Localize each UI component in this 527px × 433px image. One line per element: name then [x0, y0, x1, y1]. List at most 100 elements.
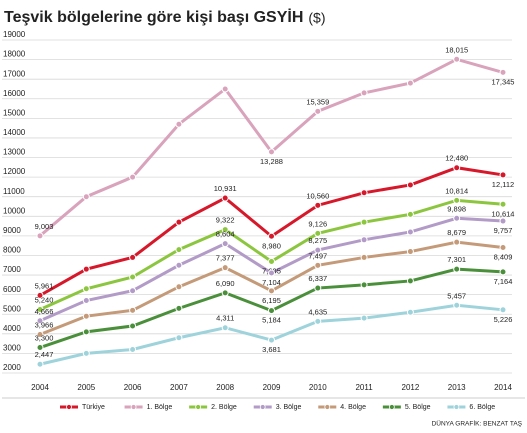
y-tick-label: 8000 [3, 246, 21, 255]
data-label: 10,931 [214, 184, 237, 193]
point [175, 334, 183, 342]
data-label: 18,015 [445, 45, 468, 54]
data-label: 7,164 [494, 277, 513, 286]
y-tick-label: 10000 [3, 206, 26, 215]
legend-dot [259, 404, 266, 410]
point [175, 283, 183, 291]
point [129, 345, 137, 353]
point [36, 232, 44, 240]
point [82, 349, 90, 357]
legend-label: 5. Bölge [405, 404, 431, 411]
point [314, 317, 322, 325]
data-label: 9,898 [447, 204, 466, 213]
x-tick-label: 2014 [494, 383, 512, 392]
data-label: 9,003 [35, 222, 54, 231]
chart-title: Teşvik bölgelerine göre kişi başı GSYİH [4, 8, 303, 26]
point [268, 148, 275, 156]
point [175, 261, 183, 269]
point [268, 307, 275, 315]
point [453, 164, 461, 172]
point [453, 214, 461, 222]
data-label: 6,337 [308, 274, 327, 283]
data-label: 10,614 [492, 209, 515, 218]
point [314, 201, 322, 209]
data-label: 5,226 [494, 315, 513, 324]
point [453, 238, 461, 246]
x-tick-label: 2010 [309, 383, 327, 392]
point [221, 289, 229, 297]
data-label: 8,409 [494, 252, 513, 261]
point [268, 336, 275, 344]
data-label: 10,814 [445, 186, 468, 195]
data-label: 5,457 [447, 291, 466, 300]
point [221, 324, 229, 332]
data-label: 12,480 [445, 154, 468, 163]
data-label: 5,184 [262, 316, 281, 325]
legend-dot [388, 404, 395, 410]
point [82, 193, 90, 201]
point [82, 285, 90, 293]
y-tick-label: 14000 [3, 128, 26, 137]
point [499, 243, 507, 251]
point [314, 107, 322, 115]
point [175, 218, 183, 226]
point [82, 297, 90, 305]
point [499, 306, 507, 314]
data-label: 8,604 [216, 230, 235, 239]
y-tick-label: 7000 [3, 265, 21, 274]
data-label: 3,681 [262, 345, 281, 354]
point [129, 253, 137, 261]
data-label: 9,126 [308, 219, 327, 228]
y-tick-label: 5000 [3, 304, 21, 313]
point [268, 232, 275, 240]
data-label: 5,961 [35, 281, 54, 290]
point [221, 226, 229, 234]
point [406, 308, 414, 316]
point [360, 236, 368, 244]
legend-label: 3. Bölge [276, 404, 302, 411]
data-label: 7,377 [216, 254, 235, 263]
y-tick-label: 9000 [3, 226, 21, 235]
point [360, 89, 368, 97]
legend-dot [130, 404, 137, 410]
point [360, 218, 368, 226]
point [406, 79, 414, 87]
data-label: 5,240 [35, 296, 54, 305]
legend-dot [453, 404, 460, 410]
point [221, 264, 229, 272]
point [36, 291, 44, 299]
point [36, 330, 44, 338]
data-label: 8,275 [308, 236, 327, 245]
data-label: 13,288 [260, 157, 283, 166]
point [268, 257, 275, 265]
point [36, 317, 44, 325]
x-tick-label: 2006 [124, 383, 142, 392]
point [499, 200, 507, 208]
y-tick-label: 18000 [3, 50, 26, 59]
point [360, 314, 368, 322]
point [453, 301, 461, 309]
y-tick-label: 6000 [3, 285, 21, 294]
x-tick-label: 2008 [216, 383, 234, 392]
point [129, 322, 137, 330]
point [453, 55, 461, 63]
point [406, 228, 414, 236]
point [129, 287, 137, 295]
legend-label: 4. Bölge [340, 404, 366, 411]
point [268, 269, 275, 277]
point [268, 287, 275, 295]
point [314, 229, 322, 237]
point [406, 210, 414, 218]
point [499, 68, 507, 76]
data-label: 2,447 [35, 350, 54, 359]
data-label: 4,666 [35, 307, 54, 316]
y-tick-label: 4000 [3, 324, 21, 333]
y-tick-label: 12000 [3, 167, 26, 176]
legend-label: 2. Bölge [211, 404, 237, 411]
point [175, 246, 183, 254]
data-label: 17,345 [492, 77, 515, 86]
x-tick-label: 2012 [402, 383, 420, 392]
unit: ($) [308, 10, 325, 26]
y-tick-label: 17000 [3, 69, 26, 78]
point [453, 265, 461, 273]
